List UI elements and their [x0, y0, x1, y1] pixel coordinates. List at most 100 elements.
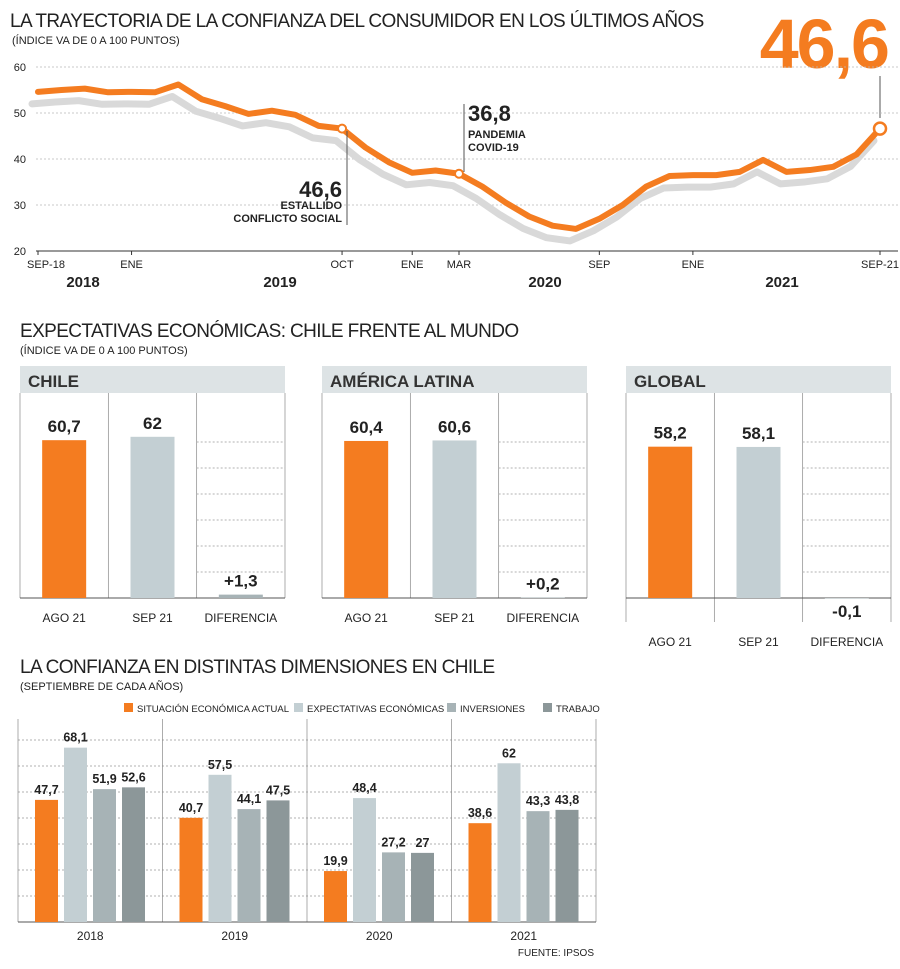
panel-header-bg	[20, 366, 285, 393]
current-value-big: 46,6	[760, 5, 888, 83]
panel-chile: CHILE 60,7 AGO 21 62 SEP 21 +1,3 DIFERENCIA	[19, 366, 286, 625]
panel-bar-value: +1,3	[224, 572, 258, 591]
panel-bar-value: 60,4	[350, 418, 384, 437]
grouped-bar	[237, 809, 261, 922]
grouped-bar-value: 48,4	[352, 781, 376, 795]
grouped-bar-value: 44,1	[237, 792, 261, 806]
highlight-point	[454, 168, 464, 179]
line-chart: 20 30 40 50 60 SEP-18 ENE OCT ENE MAR SEP ENE SEP-21	[14, 62, 899, 271]
panel-bar-ago-21	[344, 440, 389, 598]
legend-label: INVERSIONES	[460, 704, 525, 715]
panel-category-label: AGO 21	[42, 611, 86, 625]
panel-bar-diferencia	[520, 597, 565, 598]
expectations-subtitle: (ÍNDICE VA DE 0 A 100 PUNTOS)	[20, 344, 188, 357]
year-label-2018: 2018	[66, 274, 99, 291]
y-tick-label: 40	[14, 154, 26, 166]
year-label-2020: 2020	[528, 274, 561, 291]
y-tick-label: 20	[14, 246, 26, 258]
dimensions-title: LA CONFIANZA EN DISTINTAS DIMENSIONES EN…	[20, 657, 495, 678]
grouped-bar-value: 51,9	[92, 772, 116, 786]
grouped-bar	[526, 811, 550, 922]
panel-category-label: AGO 21	[344, 611, 388, 625]
grouped-bar	[179, 817, 203, 922]
pandemia-label-1: PANDEMIA	[468, 129, 526, 141]
grouped-bar	[208, 774, 232, 922]
panel-global: GLOBAL 58,2 AGO 21 58,1 SEP 21 -0,1 DIFERENCIA	[625, 366, 892, 649]
panel-category-label: DIFERENCIA	[204, 611, 277, 625]
grouped-bar-value: 19,9	[323, 854, 347, 868]
panel-bar-value: 62	[143, 414, 162, 433]
legend-label: EXPECTATIVAS ECONÓMICAS	[307, 704, 444, 715]
year-label-2021: 2021	[765, 274, 798, 291]
legend-swatch	[294, 703, 303, 712]
grouped-bar	[497, 763, 521, 922]
panel-title: GLOBAL	[634, 372, 706, 391]
grouped-bar	[35, 799, 58, 922]
grouped-bar-value: 47,7	[34, 783, 58, 797]
panel-bar-value: -0,1	[832, 602, 861, 621]
panel-header-bg	[322, 366, 587, 393]
y-tick-label: 50	[14, 108, 26, 120]
panel-category-label: DIFERENCIA	[506, 611, 579, 625]
legend-swatch	[543, 703, 552, 712]
panel-category-label: SEP 21	[132, 611, 173, 625]
dimensions-legend: SITUACIÓN ECONÓMICA ACTUAL EXPECTATIVAS E…	[124, 703, 600, 715]
grouped-bar	[353, 798, 376, 922]
highlight-point	[337, 123, 348, 134]
line-chart-subtitle: (ÍNDICE VA DE 0 A 100 PUNTOS)	[12, 34, 180, 47]
x-tick-label: SEP	[588, 259, 610, 271]
grouped-bar	[382, 852, 405, 922]
grouped-bar	[324, 871, 347, 922]
panel-bar-value: +0,2	[526, 574, 560, 593]
source-note: FUENTE: IPSOS	[518, 948, 594, 959]
panel-bar-ago-21	[42, 440, 87, 598]
x-tick-label: SEP-21	[861, 259, 899, 271]
grouped-bar-value: 47,5	[266, 783, 290, 797]
panel-title: CHILE	[28, 372, 79, 391]
x-tick-label: MAR	[447, 259, 472, 271]
x-tick-label: SEP-18	[27, 259, 65, 271]
panel-bar-sep-21	[432, 440, 477, 598]
grouped-bar	[122, 787, 145, 922]
grouped-bar	[266, 800, 290, 922]
panel-bar-value: 58,1	[742, 424, 775, 443]
group-year-label: 2019	[221, 929, 248, 943]
legend-swatch	[124, 703, 133, 712]
panel-category-label: SEP 21	[434, 611, 475, 625]
panel-bar-sep-21	[130, 436, 175, 598]
x-tick-label: ENE	[120, 259, 143, 271]
grouped-bar-value: 43,3	[526, 794, 550, 808]
panel-bar-sep-21	[736, 446, 781, 598]
grouped-bar-value: 57,5	[208, 758, 232, 772]
grouped-bar-value: 27,2	[381, 835, 405, 849]
grouped-bar-value: 62	[502, 746, 516, 760]
panel-title: AMÉRICA LATINA	[330, 372, 474, 391]
confidence-line	[35, 81, 883, 232]
x-tick-label: ENE	[401, 259, 424, 271]
grouped-bar	[555, 809, 579, 922]
grouped-bar	[64, 747, 87, 922]
grouped-bar-value: 40,7	[179, 801, 203, 815]
grouped-bar-value: 68,1	[63, 731, 87, 745]
legend-swatch	[447, 703, 456, 712]
pandemia-value: 36,8	[468, 101, 511, 126]
panel-bar-diferencia	[218, 594, 263, 598]
line-shadow	[28, 92, 878, 245]
grouped-bar-value: 38,6	[468, 806, 492, 820]
y-tick-label: 60	[14, 62, 26, 74]
grouped-bar-value: 43,8	[555, 793, 579, 807]
y-tick-label: 30	[14, 200, 26, 212]
panel-header-bg	[626, 366, 891, 393]
pandemia-label-2: COVID-19	[468, 142, 519, 154]
x-tick-label: OCT	[330, 259, 354, 271]
grouped-bar	[93, 789, 116, 922]
dimensions-subtitle: (SEPTIEMBRE DE CADA AÑOS)	[20, 680, 183, 693]
panel-bar-diferencia	[824, 598, 869, 599]
year-label-2019: 2019	[263, 274, 296, 291]
grouped-bar-value: 52,6	[121, 770, 145, 784]
panel-bar-value: 60,7	[48, 417, 81, 436]
dimensions-chart: 47,7 68,1 51,9 52,6 2018 40,7 57,5 44,1 47,5 2019…	[17, 719, 597, 943]
panel-bar-value: 60,6	[438, 417, 471, 436]
legend-label: SITUACIÓN ECONÓMICA ACTUAL	[137, 704, 289, 715]
